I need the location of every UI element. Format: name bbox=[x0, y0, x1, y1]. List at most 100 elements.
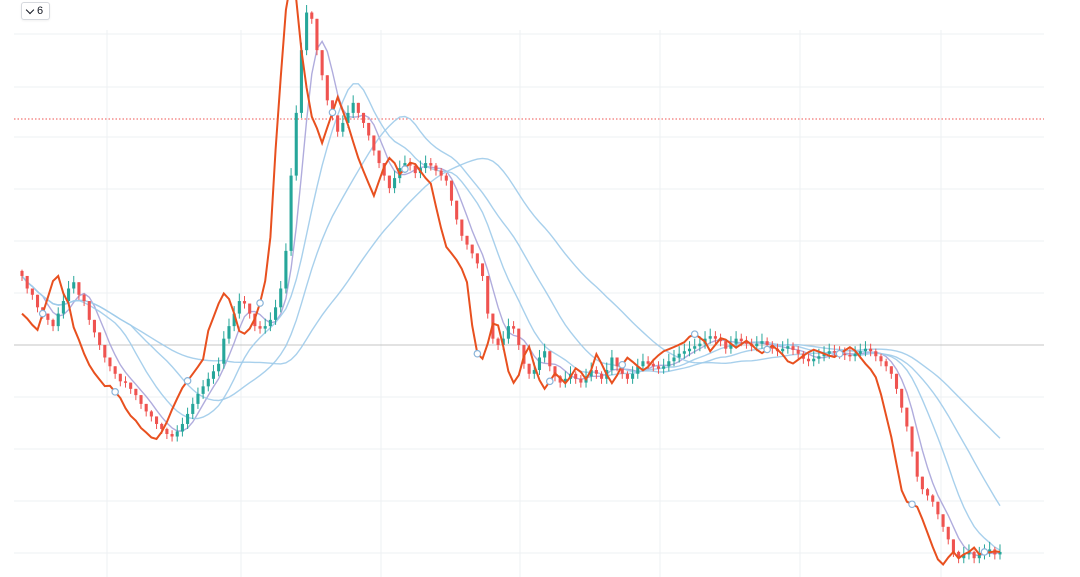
candle-body bbox=[574, 373, 578, 379]
candle-body bbox=[196, 393, 200, 404]
candle-body bbox=[988, 549, 992, 552]
moving-average-12 bbox=[21, 83, 1001, 551]
candle-body bbox=[170, 434, 174, 437]
candle-body bbox=[289, 175, 293, 251]
candle-body bbox=[82, 294, 86, 302]
candle-body bbox=[687, 348, 692, 352]
candle-body bbox=[87, 301, 91, 320]
candle-body bbox=[537, 357, 542, 371]
candle-body bbox=[832, 351, 836, 353]
candle-body bbox=[631, 373, 635, 379]
candle-body bbox=[858, 351, 862, 354]
candle-body bbox=[72, 282, 76, 289]
candle-body bbox=[144, 403, 148, 412]
candle-body bbox=[336, 115, 340, 132]
candle-body bbox=[806, 358, 811, 362]
indicators-toggle-button[interactable]: 6 bbox=[21, 2, 51, 20]
candle-body bbox=[77, 282, 81, 295]
indicator-path bbox=[21, 0, 1001, 567]
candle-body bbox=[879, 356, 883, 362]
candle-body bbox=[165, 428, 169, 435]
indicator-marker bbox=[183, 377, 192, 385]
candle-body bbox=[517, 328, 521, 345]
candle-body bbox=[672, 357, 676, 362]
candle-body bbox=[341, 122, 345, 132]
candle-body bbox=[346, 112, 350, 123]
indicator-marker bbox=[690, 330, 699, 338]
candle-body bbox=[248, 303, 252, 314]
indicator-line bbox=[21, 0, 1001, 567]
candle-body bbox=[848, 354, 852, 357]
candle-body bbox=[455, 200, 459, 220]
indicator-marker bbox=[38, 309, 47, 318]
candle-body bbox=[46, 313, 50, 320]
candle-body bbox=[149, 411, 153, 417]
candle-body bbox=[191, 403, 195, 414]
candle-body bbox=[967, 551, 971, 555]
candle-body bbox=[786, 346, 790, 349]
candle-body bbox=[724, 341, 728, 349]
candle-body bbox=[646, 361, 650, 364]
candle-body bbox=[713, 336, 717, 339]
candle-body bbox=[320, 50, 324, 76]
candle-body bbox=[175, 431, 179, 437]
candle-body bbox=[486, 275, 490, 314]
candle-body bbox=[361, 112, 366, 123]
candle-body bbox=[656, 366, 661, 369]
candle-body bbox=[154, 416, 159, 424]
candle-body bbox=[310, 12, 314, 19]
candle-body bbox=[372, 135, 376, 151]
candle-body bbox=[20, 270, 24, 276]
candle-body bbox=[791, 346, 795, 350]
candle-body bbox=[217, 363, 221, 372]
candle-body bbox=[941, 514, 945, 527]
candle-body bbox=[470, 244, 474, 254]
indicator-marker bbox=[763, 345, 771, 354]
candle-body bbox=[123, 381, 128, 383]
candle-body bbox=[279, 288, 283, 308]
candle-body bbox=[972, 551, 976, 559]
candle-body bbox=[998, 551, 1002, 555]
candle-body bbox=[180, 423, 184, 432]
candle-body bbox=[475, 253, 479, 264]
candle-body bbox=[449, 180, 454, 201]
candle-body bbox=[118, 373, 122, 382]
candle-body bbox=[393, 178, 397, 189]
candle-body bbox=[330, 100, 335, 116]
candle-body bbox=[61, 301, 65, 314]
candle-body bbox=[869, 348, 873, 352]
candle-body bbox=[294, 112, 298, 176]
candle-body bbox=[129, 382, 133, 389]
candle-body bbox=[25, 275, 29, 289]
moving-average-22 bbox=[21, 115, 1001, 507]
candle-body bbox=[113, 366, 117, 374]
candle-body bbox=[30, 288, 34, 295]
candle-body bbox=[305, 12, 309, 51]
indicator-markers bbox=[38, 108, 989, 556]
candle-body bbox=[429, 163, 433, 166]
candle-body bbox=[589, 370, 593, 377]
candle-body bbox=[563, 378, 567, 383]
candle-body bbox=[512, 326, 516, 329]
candle-body bbox=[946, 526, 950, 540]
candle-body bbox=[677, 353, 681, 358]
candle-body bbox=[910, 426, 914, 452]
candle-body bbox=[765, 341, 769, 345]
candle-body bbox=[439, 170, 443, 176]
candle-body bbox=[548, 351, 552, 367]
candle-body bbox=[206, 378, 210, 387]
candle-body bbox=[268, 319, 272, 327]
candle-body bbox=[496, 338, 500, 345]
candle-body bbox=[957, 551, 961, 559]
candle-body bbox=[222, 338, 226, 364]
candle-body bbox=[905, 407, 909, 427]
candle-body bbox=[698, 343, 702, 347]
candle-body bbox=[325, 75, 329, 101]
candle-body bbox=[936, 501, 940, 515]
candle-body bbox=[827, 351, 831, 354]
candle-body bbox=[755, 343, 759, 347]
candle-body bbox=[532, 370, 536, 374]
candle-body bbox=[139, 395, 143, 404]
candle-body bbox=[817, 356, 821, 359]
